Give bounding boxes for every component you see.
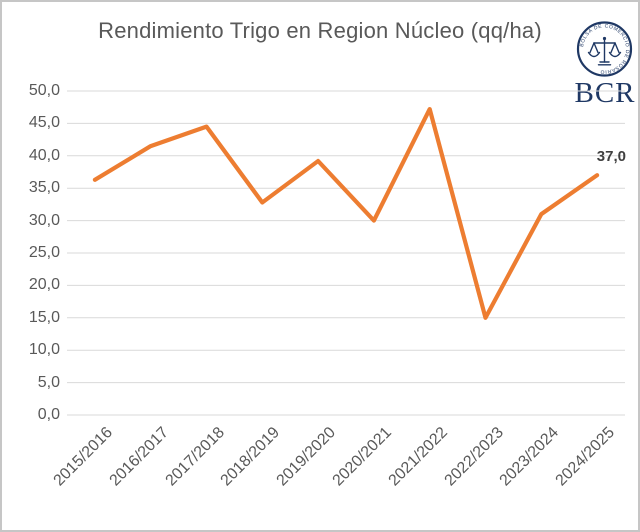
y-axis-tick-label: 15,0 [28, 308, 60, 326]
chart-title: Rendimiento Trigo en Region Núcleo (qq/h… [98, 18, 542, 43]
yield-line-series [92, 106, 600, 320]
y-axis-tick-label: 5,0 [37, 373, 60, 391]
bcr-seal-logo: BOLSA DE COMERCIO DE ROSARIO [576, 21, 633, 77]
last-point-data-label: 37,0 [596, 148, 626, 165]
y-axis-tick-label: 20,0 [28, 276, 60, 294]
y-axis-tick-label: 25,0 [28, 244, 60, 261]
y-axis-tick-label: 0,0 [37, 406, 60, 423]
y-axis-tick-label: 30,0 [28, 211, 60, 229]
y-axis-tick-label: 35,0 [28, 179, 60, 197]
scales-icon [587, 36, 622, 66]
y-axis-tick-label: 10,0 [28, 341, 60, 359]
y-axis-tick-label: 40,0 [28, 146, 60, 164]
y-axis-tick-label: 45,0 [28, 114, 60, 132]
bcr-logo-text: BCR [574, 77, 636, 109]
logo-outer-ring [576, 21, 633, 77]
y-axis-tick-label: 50,0 [28, 82, 60, 99]
